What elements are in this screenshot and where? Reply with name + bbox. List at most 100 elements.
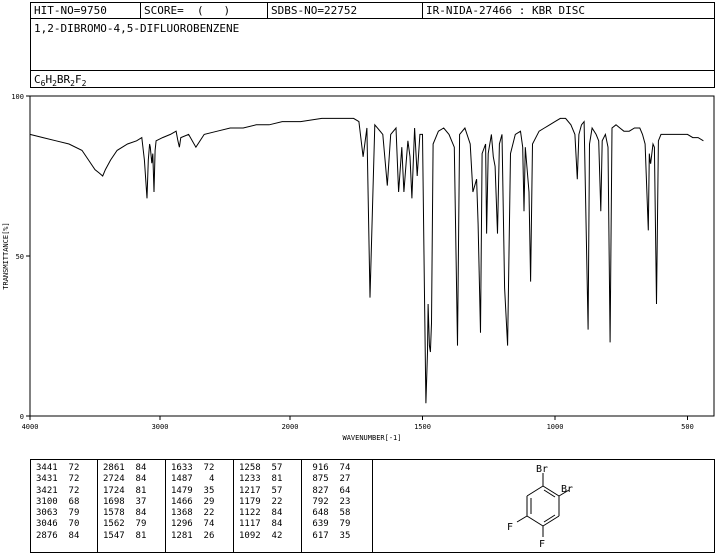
peak-wavenumber: 648 [307, 508, 329, 519]
peak-wavenumber: 827 [307, 485, 329, 496]
peak-wavenumber: 1578 [103, 508, 125, 519]
peak-entry: 916 74 [307, 463, 350, 474]
peak-entry: 3063 79 [36, 508, 79, 519]
peak-wavenumber: 1479 [171, 485, 193, 496]
peak-column-2: 2861 84 2724 84 1724 81 1698 37 1578 84 1562 … [103, 463, 146, 542]
peak-entry: 1092 42 [239, 531, 282, 542]
peak-transmittance: 22 [260, 496, 283, 507]
peak-wavenumber: 639 [307, 519, 329, 530]
peak-transmittance: 79 [328, 519, 351, 530]
peak-entry: 1466 29 [171, 497, 214, 508]
ir-identifier: IR-NIDA-27466 : KBR DISC [426, 4, 585, 17]
peak-transmittance: 74 [328, 463, 351, 473]
peak-wavenumber: 875 [307, 474, 329, 485]
peak-entry: 875 27 [307, 474, 350, 485]
peak-wavenumber: 617 [307, 530, 329, 541]
peak-wavenumber: 2876 [36, 530, 58, 541]
x-tick-label: 500 [681, 423, 694, 431]
peak-transmittance: 84 [124, 508, 147, 519]
peak-wavenumber: 2724 [103, 474, 125, 485]
peak-transmittance: 57 [260, 485, 283, 496]
peak-transmittance: 70 [57, 519, 80, 530]
peak-entry: 1296 74 [171, 519, 214, 530]
peak-column-4: 1258 57 1233 81 1217 57 1179 22 1122 84 1117 … [239, 463, 282, 542]
peak-transmittance: 35 [328, 530, 351, 541]
peak-transmittance: 79 [124, 519, 147, 530]
x-tick-label: 1000 [547, 423, 564, 431]
peak-transmittance: 84 [260, 508, 283, 519]
peak-entry: 1487 4 [171, 474, 214, 485]
peak-transmittance: 84 [57, 530, 80, 541]
peak-transmittance: 35 [192, 485, 215, 496]
peak-wavenumber: 1281 [171, 530, 193, 541]
peak-transmittance: 57 [260, 463, 283, 473]
spectrum-line [29, 117, 704, 404]
bromine-label-1: Br [536, 464, 548, 475]
peak-transmittance: 37 [124, 496, 147, 507]
peak-transmittance: 72 [192, 463, 215, 473]
peak-entry: 3421 72 [36, 486, 79, 497]
peak-transmittance: 58 [328, 508, 351, 519]
peak-entry: 639 79 [307, 519, 350, 530]
peak-wavenumber: 916 [307, 463, 329, 473]
y-tick-label: 50 [16, 253, 24, 261]
peak-entry: 1724 81 [103, 486, 146, 497]
y-tick-label: 0 [20, 413, 24, 421]
peak-entry: 1633 72 [171, 463, 214, 474]
peak-entry: 1217 57 [239, 486, 282, 497]
peak-entry: 1117 84 [239, 519, 282, 530]
peak-wavenumber: 3100 [36, 496, 58, 507]
peak-column-1: 3441 72 3431 72 3421 72 3100 68 3063 79 3046 … [36, 463, 79, 542]
peak-entry: 3441 72 [36, 463, 79, 474]
peak-transmittance: 84 [124, 474, 147, 485]
peak-entry: 1233 81 [239, 474, 282, 485]
structure-box: Br Br F F [372, 459, 715, 553]
peak-transmittance: 81 [124, 530, 147, 541]
hit-number: HIT-NO=9750 [31, 3, 141, 18]
peak-transmittance: 72 [57, 474, 80, 485]
peak-entry: 3431 72 [36, 474, 79, 485]
peak-entry: 1698 37 [103, 497, 146, 508]
peak-entry: 1547 81 [103, 531, 146, 542]
peak-transmittance: 68 [57, 496, 80, 507]
peak-wavenumber: 1633 [171, 463, 193, 473]
peak-wavenumber: 792 [307, 496, 329, 507]
peak-entry: 2861 84 [103, 463, 146, 474]
x-tick-label: 1500 [414, 423, 431, 431]
peak-entry: 792 23 [307, 497, 350, 508]
peak-transmittance: 4 [192, 474, 215, 485]
peak-transmittance: 81 [260, 474, 283, 485]
peak-column-3: 1633 72 1487 4 1479 35 1466 29 1368 22 1296 7… [171, 463, 214, 542]
x-tick-label: 4000 [22, 423, 39, 431]
peak-transmittance: 72 [57, 485, 80, 496]
peak-transmittance: 64 [328, 485, 351, 496]
peak-entry: 1368 22 [171, 508, 214, 519]
peak-entry: 1122 84 [239, 508, 282, 519]
peak-wavenumber: 2861 [103, 463, 125, 473]
peak-column-5: 916 74 875 27 827 64 792 23 648 58 639 7… [307, 463, 350, 542]
peak-wavenumber: 1724 [103, 485, 125, 496]
peak-wavenumber: 1217 [239, 485, 261, 496]
peak-transmittance: 72 [57, 463, 80, 473]
y-tick-label: 100 [11, 93, 24, 101]
peak-entry: 1578 84 [103, 508, 146, 519]
peak-transmittance: 29 [192, 496, 215, 507]
peak-transmittance: 27 [328, 474, 351, 485]
peak-wavenumber: 3063 [36, 508, 58, 519]
peak-transmittance: 84 [124, 463, 147, 473]
peak-transmittance: 26 [192, 530, 215, 541]
peak-wavenumber: 1122 [239, 508, 261, 519]
peak-wavenumber: 1487 [171, 474, 193, 485]
peak-entry: 2876 84 [36, 531, 79, 542]
molecule-structure: Br Br F F [507, 464, 573, 550]
peak-entry: 2724 84 [103, 474, 146, 485]
x-axis-label: WAVENUMBER[-1] [342, 434, 401, 442]
peak-entry: 1179 22 [239, 497, 282, 508]
peak-transmittance: 84 [260, 519, 283, 530]
molecular-formula: C6H2BR2F2 [34, 73, 87, 89]
peak-wavenumber: 1092 [239, 530, 261, 541]
peak-entry: 648 58 [307, 508, 350, 519]
peak-entry: 827 64 [307, 486, 350, 497]
peak-wavenumber: 1233 [239, 474, 261, 485]
